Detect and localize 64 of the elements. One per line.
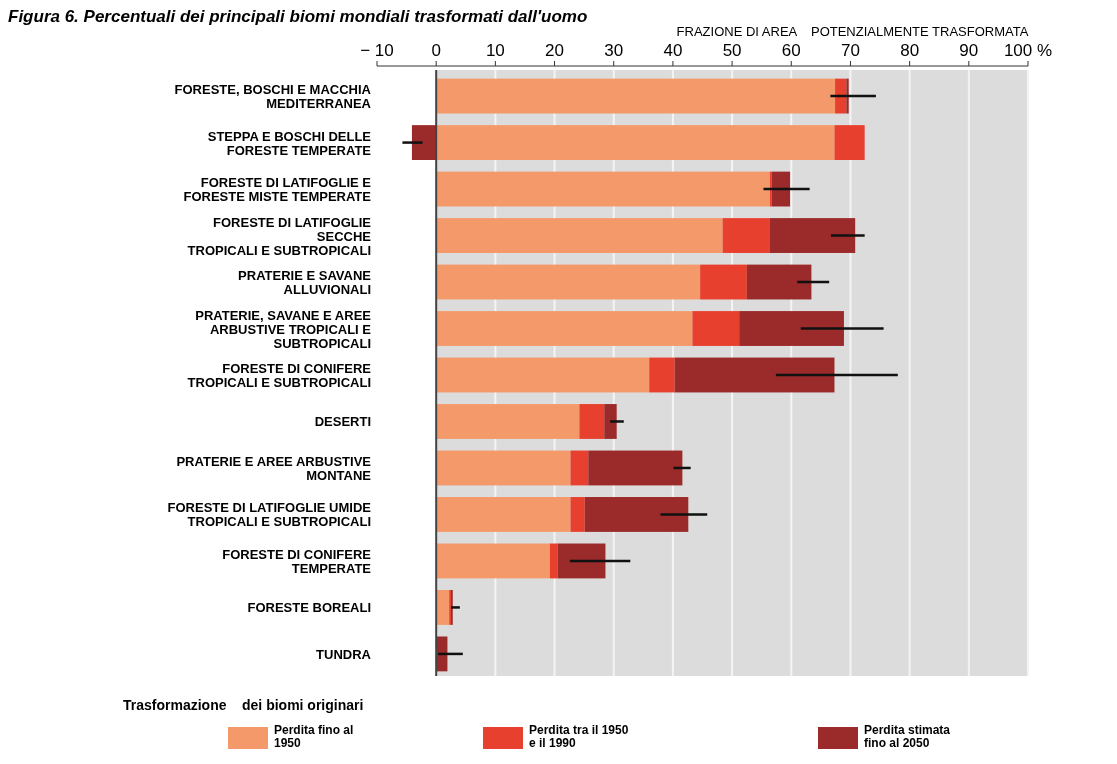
bar bbox=[604, 404, 617, 439]
bar bbox=[771, 171, 791, 207]
bar bbox=[436, 311, 693, 346]
bar bbox=[846, 78, 849, 114]
x-tick-label: 0 bbox=[431, 41, 441, 60]
bar bbox=[436, 450, 571, 486]
bar bbox=[436, 171, 770, 207]
x-tick-label: 10 bbox=[485, 41, 505, 60]
y-tick-label: FORESTE DI CONIFERE TEMPERATE bbox=[222, 546, 372, 576]
x-tick-label: 20 bbox=[545, 41, 565, 60]
bar bbox=[436, 543, 550, 579]
x-axis-title: FRAZIONE DI AREA POTENZIALMENTE TRASFORMATA bbox=[676, 24, 1029, 39]
bar bbox=[436, 590, 450, 625]
legend-label: Perdita tra il 1950 e il 1990 bbox=[529, 723, 629, 750]
y-tick-label: TUNDRA bbox=[316, 646, 372, 662]
x-tick-label: 50 bbox=[722, 41, 742, 60]
bar bbox=[739, 311, 844, 346]
y-tick-label: FORESTE, BOSCHI E MACCHIA MEDITERRANEA bbox=[174, 82, 372, 112]
bar bbox=[700, 264, 747, 300]
bar bbox=[436, 404, 580, 439]
bar bbox=[746, 264, 812, 300]
y-tick-label: PRATERIE E SAVANE ALLUVIONALI bbox=[238, 268, 372, 298]
bar bbox=[549, 543, 558, 579]
bar bbox=[436, 78, 836, 114]
bar bbox=[570, 450, 589, 486]
bar bbox=[674, 357, 835, 393]
bar bbox=[722, 218, 770, 253]
y-tick-label: DESERTI bbox=[314, 414, 371, 430]
chart-title: Figura 6. Percentuali dei principali biomi mondiali trasformati dall'uomo bbox=[8, 7, 588, 26]
bar bbox=[436, 264, 701, 300]
bar bbox=[411, 125, 437, 160]
bar bbox=[649, 357, 675, 393]
y-tick-label: FORESTE DI CONIFERE TROPICALI E SUBTROPICALI bbox=[187, 361, 372, 390]
bar bbox=[436, 497, 571, 532]
bar bbox=[557, 543, 606, 579]
y-tick-label: PRATERIE, SAVANE E AREE ARBUSTIVE TROPICALI E SUBTROPICALI bbox=[195, 307, 372, 351]
bar bbox=[834, 125, 865, 160]
x-tick-label: 30 bbox=[604, 41, 624, 60]
x-tick-label: 90 bbox=[959, 41, 979, 60]
y-tick-label: PRATERIE E AREE ARBUSTIVE MONTANE bbox=[176, 453, 372, 483]
y-tick-label: STEPPA E BOSCHI DELLE FORESTE TEMPERATE bbox=[207, 128, 372, 158]
bar bbox=[692, 311, 740, 346]
bar bbox=[584, 497, 689, 532]
bar bbox=[588, 450, 683, 486]
y-tick-label: FORESTE DI LATIFOGLIE UMIDE TROPICALI E SUBTROPICALI bbox=[167, 500, 372, 530]
bar bbox=[579, 404, 605, 439]
bar bbox=[835, 78, 847, 114]
bar bbox=[436, 357, 650, 393]
x-tick-label: − 10 bbox=[360, 41, 394, 60]
x-tick-label: 40 bbox=[663, 41, 683, 60]
legend-label: Perdita stimata fino al 2050 bbox=[864, 723, 951, 750]
y-tick-label: FORESTE DI LATIFOGLIE SECCHE TROPICALI E SUBTROPICALI bbox=[187, 214, 372, 258]
bar bbox=[570, 497, 585, 532]
bar bbox=[436, 218, 723, 253]
legend-title: Trasformazione dei biomi originari bbox=[123, 697, 364, 713]
x-tick-label: 100 % bbox=[1003, 41, 1053, 60]
x-tick-label: 80 bbox=[900, 41, 920, 60]
x-tick-label: 60 bbox=[781, 41, 801, 60]
bar bbox=[769, 218, 856, 253]
y-tick-label: FORESTE BOREALI bbox=[247, 600, 371, 616]
bar bbox=[436, 125, 835, 160]
x-tick-label: 70 bbox=[840, 41, 860, 60]
y-tick-label: FORESTE DI LATIFOGLIE E FORESTE MISTE TEMPERATE bbox=[183, 175, 372, 205]
legend-label: Perdita fino al 1950 bbox=[274, 723, 354, 750]
